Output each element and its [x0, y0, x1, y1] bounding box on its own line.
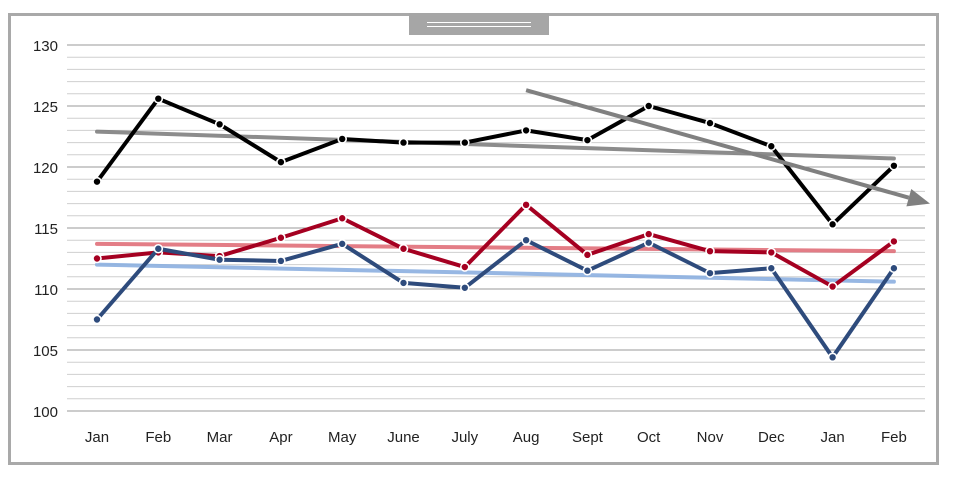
- data-point: [582, 250, 593, 260]
- x-tick-label: Mar: [207, 429, 233, 446]
- series-line: [95, 96, 896, 227]
- data-point: [92, 176, 102, 187]
- annotation: [525, 88, 930, 207]
- data-point: [92, 314, 102, 325]
- data-point: [705, 268, 715, 278]
- data-point: [889, 263, 899, 274]
- data-point: [459, 137, 470, 148]
- y-tick-label: 110: [34, 282, 58, 299]
- x-tick-label: Feb: [145, 429, 171, 446]
- data-point: [827, 281, 838, 292]
- data-point: [521, 200, 531, 210]
- data-point: [521, 235, 531, 245]
- data-point: [153, 243, 164, 254]
- data-point: [398, 278, 409, 288]
- trend-arrow-head: [906, 188, 930, 207]
- data-point: [705, 246, 715, 256]
- y-tick-label: 120: [33, 160, 58, 177]
- series-line: [95, 238, 896, 360]
- data-point: [153, 93, 164, 104]
- x-tick-label: May: [328, 429, 357, 446]
- x-tick-label: Aug: [513, 429, 540, 446]
- y-tick-label: 130: [33, 38, 58, 55]
- data-point: [766, 263, 777, 274]
- data-point: [459, 262, 470, 272]
- data-point: [398, 243, 409, 254]
- trendline: [95, 129, 896, 161]
- data-point: [337, 134, 348, 144]
- x-tick-label: Jan: [85, 429, 109, 446]
- data-point: [398, 137, 409, 148]
- x-tick-label: Jan: [821, 429, 845, 446]
- x-tick-label: Oct: [637, 429, 661, 446]
- y-axis-ticks: 100 105 110 115 120 125 130: [33, 38, 58, 421]
- data-point: [889, 236, 899, 247]
- y-tick-label: 125: [33, 99, 58, 116]
- trendline: [95, 262, 896, 284]
- data-point: [276, 256, 286, 266]
- x-axis-ticks: Jan Feb Mar Apr May June July Aug Sept Oct Nov Dec J…: [85, 429, 907, 446]
- title-tab-line: [427, 26, 531, 27]
- x-tick-label: July: [451, 429, 478, 446]
- data-point: [643, 237, 654, 248]
- data-point: [766, 247, 777, 258]
- y-tick-label: 100: [33, 404, 58, 421]
- data-point: [827, 352, 838, 363]
- data-point: [766, 141, 777, 152]
- data-point: [643, 101, 654, 111]
- trendlines: [95, 129, 896, 284]
- data-point: [214, 254, 225, 265]
- data-point: [337, 213, 348, 224]
- x-tick-label: Nov: [697, 429, 724, 446]
- x-tick-label: Dec: [758, 429, 785, 446]
- data-series: [92, 93, 899, 363]
- data-point: [643, 229, 654, 239]
- trendline: [95, 241, 896, 254]
- data-point: [276, 157, 286, 167]
- x-tick-label: Feb: [881, 429, 907, 446]
- data-point: [521, 125, 531, 136]
- data-point: [889, 160, 899, 171]
- series-line: [96, 202, 896, 289]
- y-tick-label: 115: [34, 221, 58, 238]
- data-point: [276, 232, 286, 243]
- trend-arrow-shaft: [525, 88, 910, 200]
- gridlines: [67, 44, 925, 412]
- y-tick-label: 105: [33, 343, 58, 360]
- data-point: [705, 118, 715, 128]
- x-tick-label: Sept: [572, 429, 604, 446]
- chart-frame: [8, 13, 939, 465]
- data-point: [582, 135, 593, 145]
- x-tick-label: June: [387, 429, 420, 446]
- title-tab-line: [427, 22, 531, 23]
- data-point: [582, 265, 593, 276]
- data-point: [92, 253, 102, 264]
- x-tick-label: Apr: [269, 429, 292, 446]
- data-point: [827, 219, 838, 230]
- data-point: [214, 119, 225, 130]
- chart-title-tab: [409, 13, 549, 35]
- data-point: [459, 282, 470, 293]
- data-point: [337, 239, 348, 249]
